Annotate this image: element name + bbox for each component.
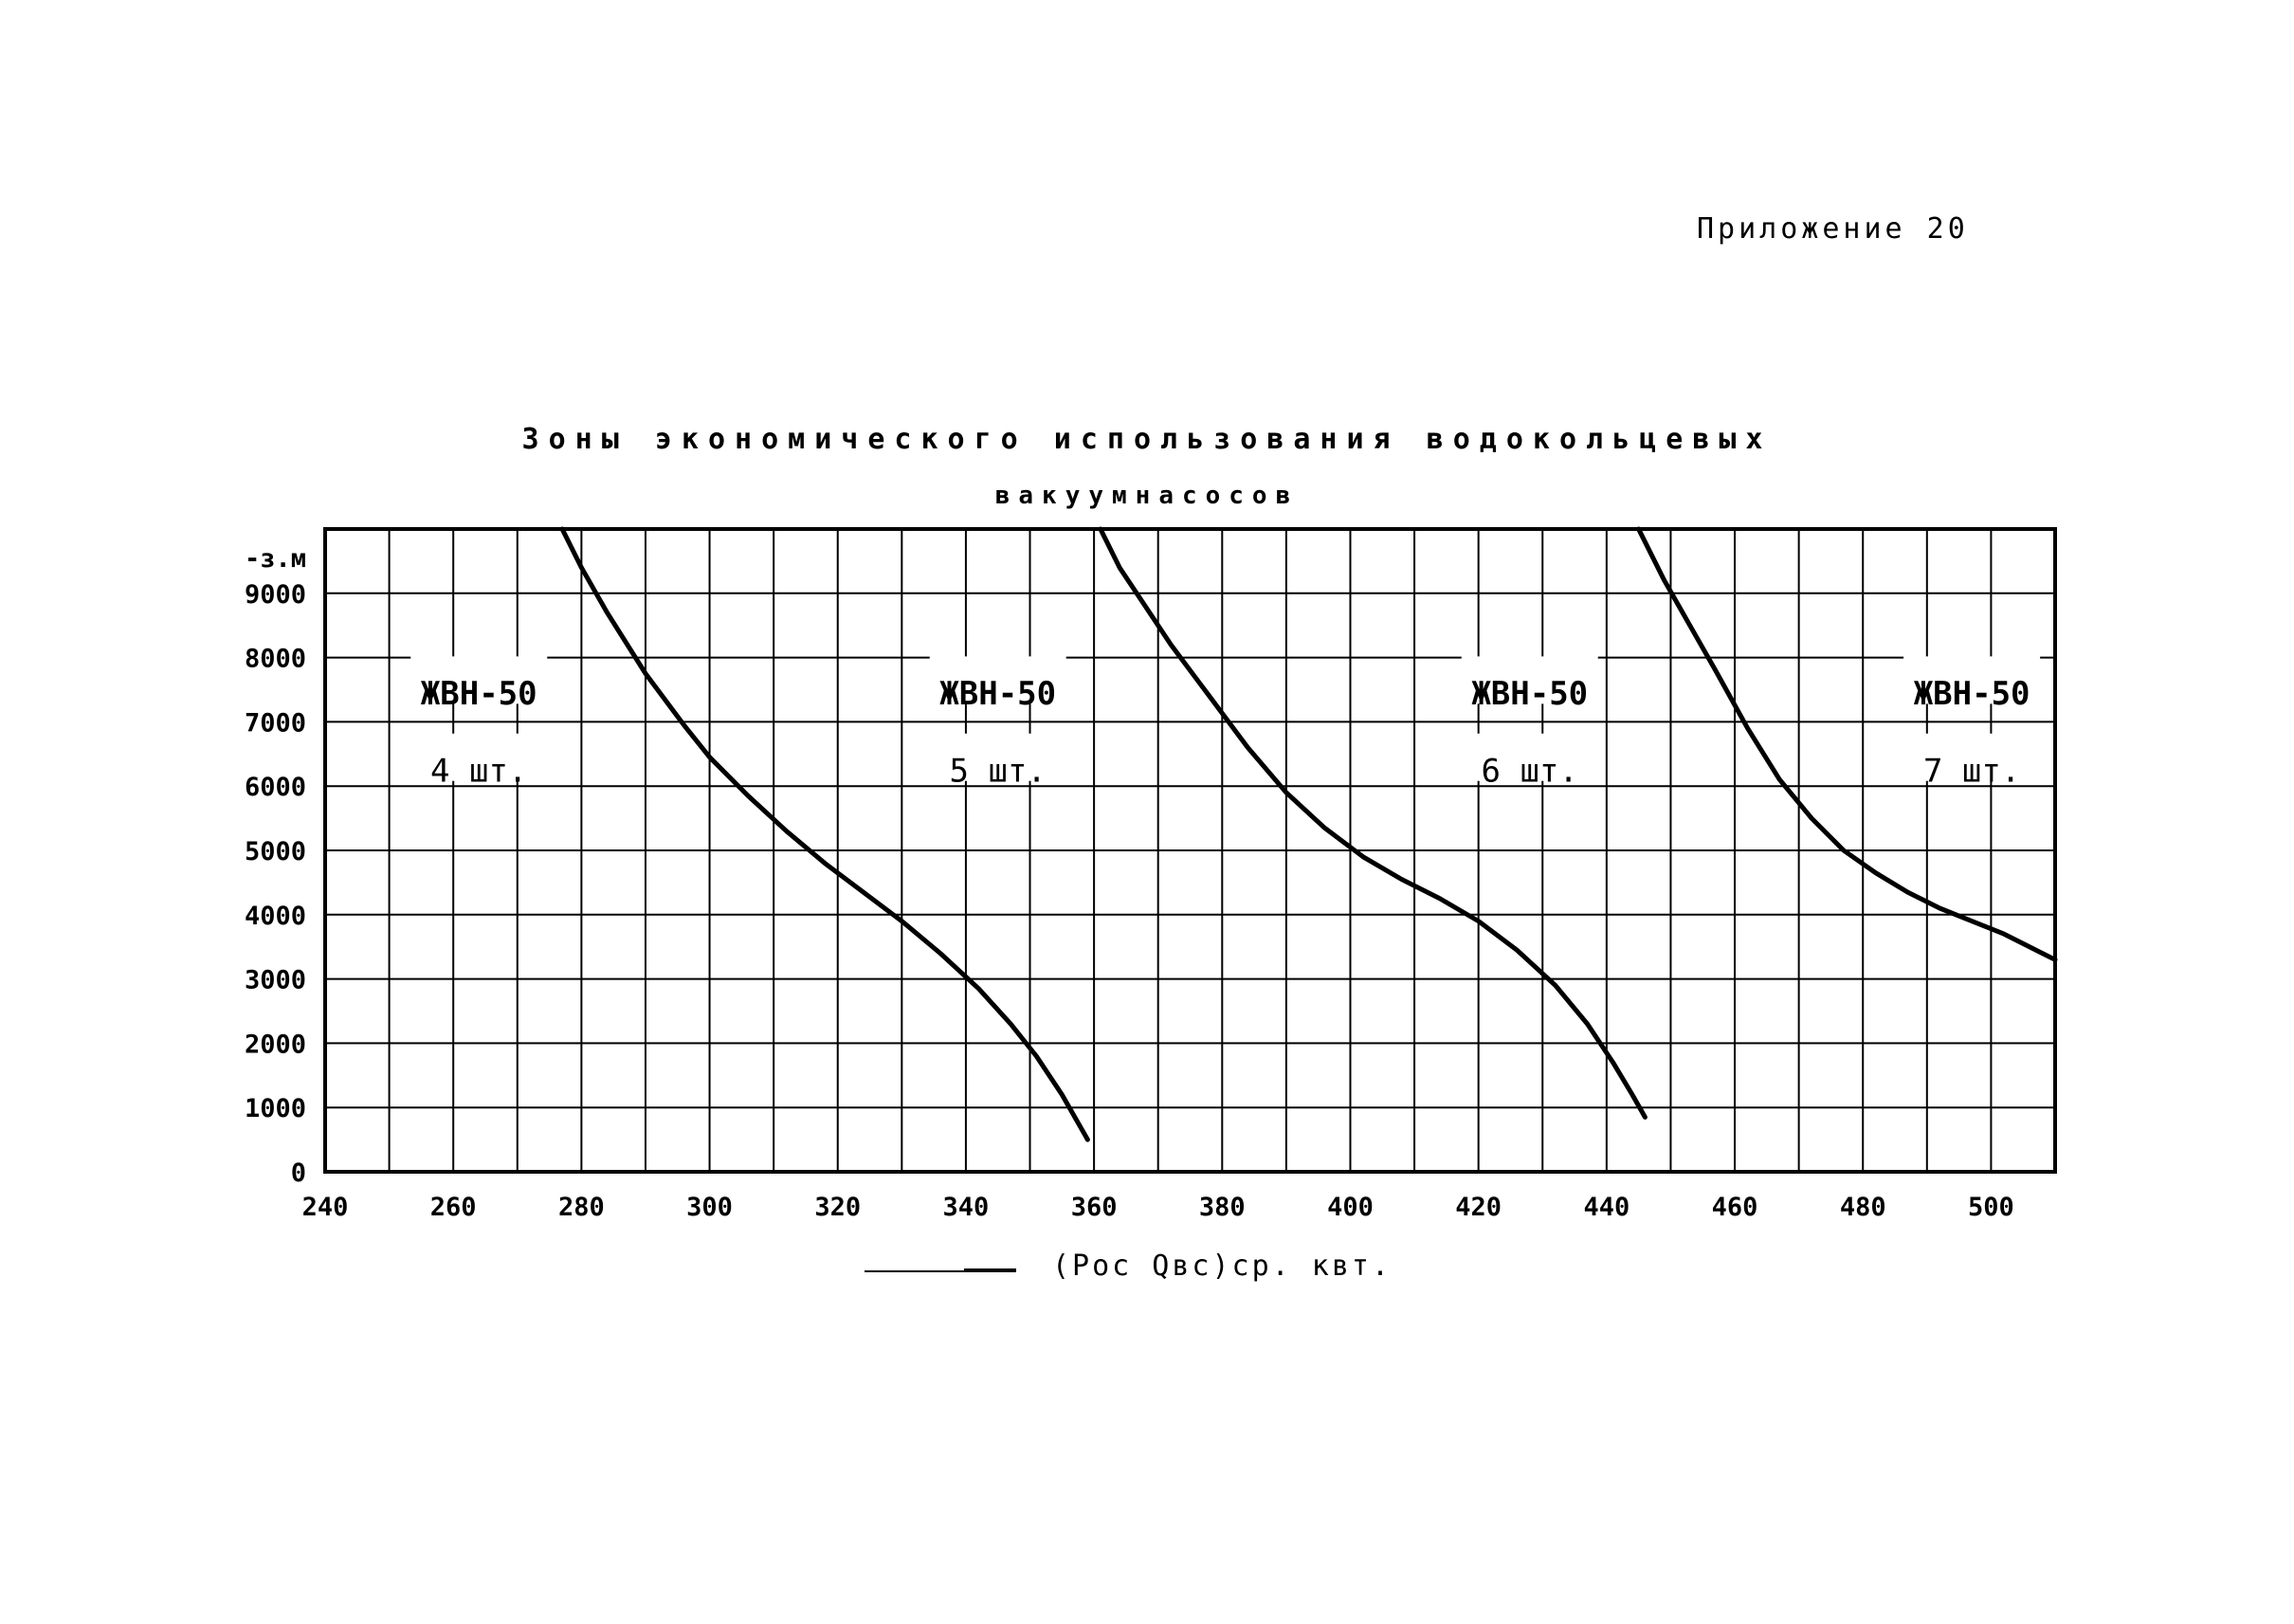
zone-4-pump-label: ЖВН-50 [1914,675,2030,713]
y-tick-label: 5000 [245,837,306,867]
x-tick-label: 380 [1199,1193,1246,1222]
y-axis-label: -з.м [245,544,306,574]
x-tick-label: 320 [814,1193,861,1222]
x-axis-label: (Pос Qвс)ср. квт. [1052,1250,1393,1283]
x-tick-label: 500 [1968,1193,2014,1222]
zone-3-count-label: 6 шт. [1482,752,1578,790]
x-tick-label: 300 [686,1193,733,1222]
y-tick-label: 4000 [245,902,306,931]
plot-frame [323,527,2057,1174]
x-tick-label: 460 [1712,1193,1758,1222]
zone-label-bg [1903,656,2041,704]
y-tick-label: 8000 [245,645,306,674]
x-axis-arrow [865,1268,1016,1272]
x-tick-label: 280 [558,1193,605,1222]
appendix-label: Приложение 20 [1697,212,1969,246]
y-tick-label: 3000 [245,966,306,995]
y-tick-label: 7000 [245,708,306,738]
x-tick-label: 340 [943,1193,990,1222]
y-tick-label: 1000 [245,1094,306,1123]
y-tick-label: 9000 [245,580,306,610]
y-tick-label: 6000 [245,773,306,802]
boundary-curve-3 [1636,526,2058,962]
boundary-curve-1 [559,526,1090,1142]
zone-2-pump-label: ЖВН-50 [939,675,1056,713]
zone-label-bg [1461,656,1598,704]
x-tick-label: 240 [302,1193,349,1222]
y-tick-label: 0 [291,1159,306,1188]
x-tick-label: 260 [430,1193,477,1222]
zone-count-bg [424,733,535,781]
zone-count-bg [942,733,1053,781]
x-tick-label: 400 [1327,1193,1374,1222]
x-tick-label: 480 [1840,1193,1886,1222]
zone-count-bg [1474,733,1585,781]
zone-4-count-label: 7 шт. [1923,752,2020,790]
y-tick-label: 2000 [245,1030,306,1059]
zone-label-bg [410,656,548,704]
x-tick-label: 440 [1583,1193,1629,1222]
chart-title: Зоны экономического использования водоко… [521,423,1773,456]
zone-3-pump-label: ЖВН-50 [1471,675,1588,713]
x-tick-label: 360 [1071,1193,1118,1222]
x-tick-label: 420 [1455,1193,1502,1222]
zone-label-bg [929,656,1066,704]
boundary-curve-2 [1098,526,1648,1120]
zone-2-count-label: 5 шт. [950,752,1047,790]
chart-subtitle: вакуумнасосов [994,482,1300,510]
zone-count-bg [1917,733,2028,781]
zone-1-pump-label: ЖВН-50 [421,675,537,713]
zone-1-count-label: 4 шт. [430,752,527,790]
